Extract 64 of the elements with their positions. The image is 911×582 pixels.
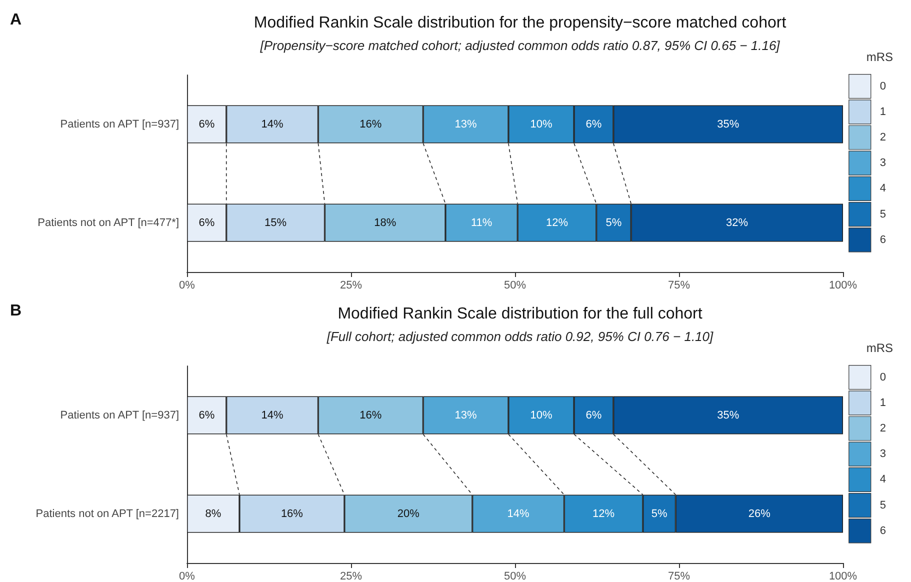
chart-title: Modified Rankin Scale distribution for the propensity−score matched cohort [254,14,787,32]
legend-label: 2 [880,132,886,144]
data-label: 6% [198,409,215,422]
data-label: 26% [748,508,771,520]
x-tick-label: 100% [828,280,858,292]
data-label: 16% [360,118,382,130]
legend-label: 2 [880,422,886,434]
data-label: 10% [530,118,552,130]
text: A [10,12,22,28]
data-label: 13% [454,118,478,130]
data-label: 14% [507,508,530,520]
data-label: 6% [198,216,215,229]
chart-subtitle: [Full cohort; adjusted common odds ratio 0.92, 95% CI 0.76 − 1.10] [326,329,714,344]
data-label: 20% [397,508,420,520]
legend-label: 6 [880,234,886,246]
legend-label: 5 [880,499,886,512]
x-tick-label: 50% [504,570,526,582]
data-label: 6% [586,118,602,130]
chart-subtitle: [Propensity−score matched cohort; adjusted common odds ratio 0.87, 95% CI 0.65 − 1.16] [259,38,780,53]
text: B [10,302,22,320]
data-label: 12% [592,508,615,520]
y-tick-label: Patients on APT [n=937] [60,118,179,130]
data-label: 15% [264,216,287,229]
chart-title: Modified Rankin Scale distribution for the full cohort [338,306,703,322]
x-tick-label: 25% [340,280,362,292]
data-label: 12% [546,216,568,229]
data-label: 35% [717,118,740,130]
y-tick-label: Patients not on APT [n=477*] [38,216,179,229]
data-label: 6% [586,409,602,422]
legend-label: 0 [880,371,886,384]
data-label: 16% [280,508,304,520]
data-label: 16% [360,409,382,422]
legend-label: 1 [880,396,886,409]
legend-label: 0 [880,80,886,92]
legend-title: mRS [866,341,894,355]
legend-label: 6 [880,524,886,537]
data-label: 18% [374,216,396,229]
legend-label: 1 [880,106,886,118]
data-label: 5% [606,216,622,229]
x-tick-label: 25% [340,570,362,582]
data-label: 8% [205,508,222,520]
data-label: 11% [470,216,492,229]
x-tick-label: 50% [504,280,526,292]
data-label: 6% [198,118,215,130]
data-label: 10% [530,409,552,422]
x-tick-label: 100% [828,570,858,582]
x-tick-label: 0% [179,280,196,292]
legend-title: mRS [866,50,894,64]
legend-label: 4 [880,182,886,195]
legend-label: 5 [880,208,886,220]
x-tick-label: 0% [179,570,196,582]
data-label: 5% [651,508,668,520]
x-tick-label: 75% [668,570,690,582]
y-tick-label: Patients not on APT [n=2217] [36,508,179,520]
data-label: 14% [261,409,284,422]
x-tick-label: 75% [668,280,690,292]
data-label: 32% [726,216,748,229]
data-label: 13% [454,409,478,422]
legend-label: 3 [880,448,886,460]
data-label: 14% [261,118,284,130]
legend-label: 4 [880,474,886,486]
data-label: 35% [717,409,740,422]
y-tick-label: Patients on APT [n=937] [60,409,179,422]
legend-label: 3 [880,157,886,170]
